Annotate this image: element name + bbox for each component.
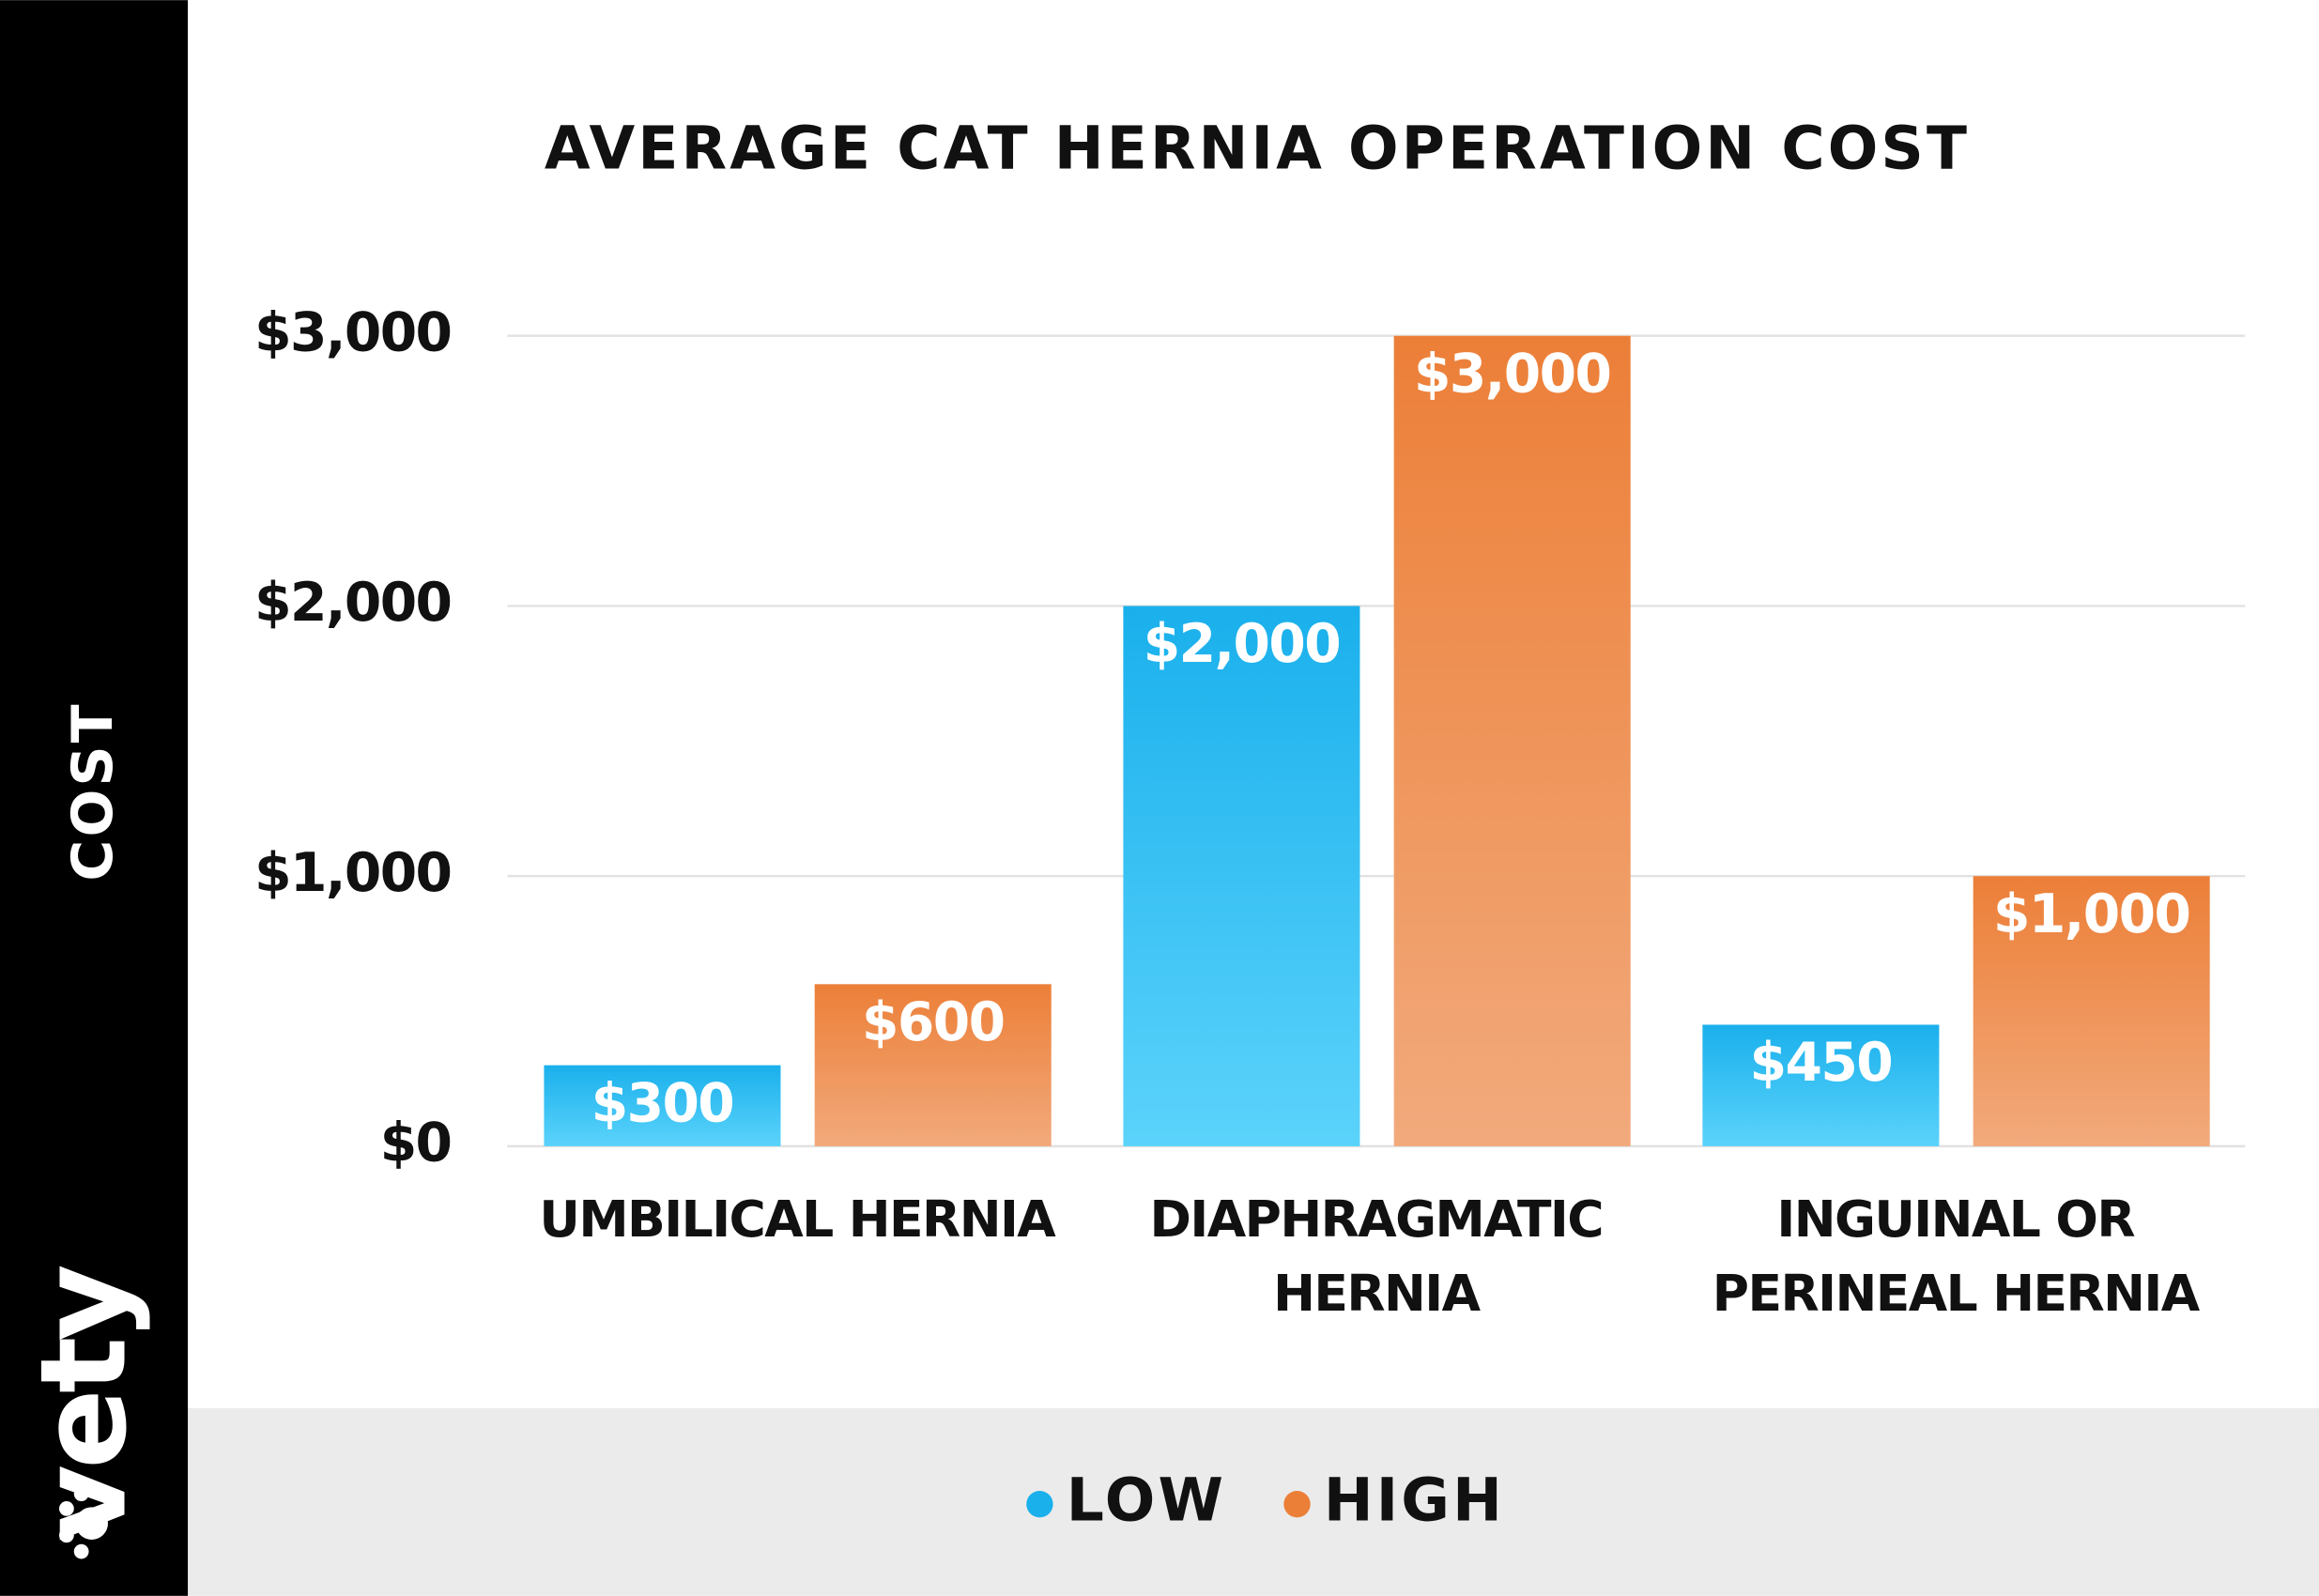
value-label: $300 <box>591 1072 733 1134</box>
legend-marker <box>1283 1491 1311 1518</box>
sidebar <box>0 0 189 1596</box>
value-label: $1,000 <box>1993 883 2189 945</box>
chart-title: AVERAGE CAT HERNIA OPERATION COST <box>545 114 1970 182</box>
x-tick-label: DIAPHRAGMATIC HERNIA <box>1149 1190 1605 1325</box>
value-label: $2,000 <box>1144 613 1340 675</box>
paw-icon <box>59 1486 108 1559</box>
x-tick-label-box: INGUINAL OR PERINEAL HERNIA <box>1712 1190 2200 1325</box>
x-tick-label-box: UMBILICAL HERNIA <box>539 1190 1055 1251</box>
y-axis-label: COST <box>60 701 126 881</box>
x-tick-label: INGUINAL OR PERINEAL HERNIA <box>1712 1190 2200 1325</box>
y-tick-label: $2,000 <box>254 572 451 634</box>
y-tick-label: $3,000 <box>254 301 451 363</box>
bar <box>1393 335 1631 1146</box>
bar <box>1702 1024 1940 1146</box>
legend-marker <box>1026 1491 1053 1518</box>
bar <box>544 1065 781 1146</box>
bar <box>1973 876 2210 1146</box>
legend-label: HIGH <box>1324 1466 1505 1534</box>
value-label: $450 <box>1750 1032 1892 1094</box>
bar <box>1123 606 1360 1146</box>
y-tick-label: $0 <box>380 1113 452 1174</box>
x-tick-label-box: DIAPHRAGMATIC HERNIA <box>1149 1190 1605 1325</box>
y-tick-label: $1,000 <box>254 842 451 904</box>
value-label: $3,000 <box>1414 343 1610 405</box>
legend-band <box>188 1407 2319 1596</box>
x-tick-label: UMBILICAL HERNIA <box>539 1190 1055 1251</box>
legend-label: LOW <box>1067 1466 1226 1534</box>
bar <box>814 984 1052 1146</box>
value-label: $600 <box>862 991 1004 1053</box>
